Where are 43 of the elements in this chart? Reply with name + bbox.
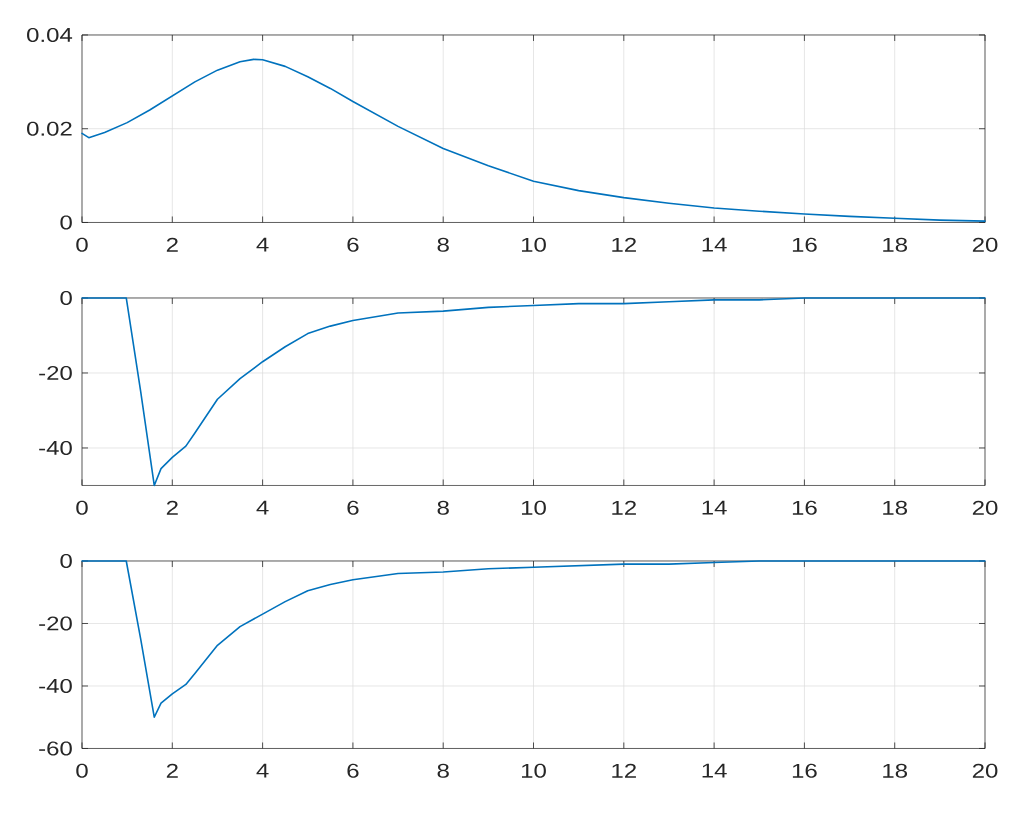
x-tick-label: 6 [347, 237, 359, 252]
x-tick-label: 6 [347, 500, 359, 515]
x-tick-label: 12 [612, 237, 636, 252]
x-tick-label: 16 [792, 500, 817, 515]
x-tick-label: 10 [521, 237, 546, 252]
x-tick-label: 10 [521, 763, 546, 778]
x-tick-label: 0 [76, 500, 88, 515]
x-tick-label: 14 [702, 763, 727, 778]
x-tick-label: 20 [972, 763, 998, 778]
x-tick-label: 20 [972, 500, 998, 515]
x-tick-label: 18 [883, 763, 908, 778]
x-tick-label: 14 [702, 237, 727, 252]
y-tick-label: -40 [39, 440, 72, 456]
x-tick-label: 8 [437, 500, 449, 515]
x-tick-label: 4 [256, 237, 269, 252]
y-tick-label: -20 [39, 365, 72, 381]
x-tick-label: 18 [883, 237, 908, 252]
y-tick-label: 0.02 [27, 121, 72, 136]
x-tick-label: 2 [166, 500, 178, 515]
x-tick-label: 20 [972, 237, 998, 252]
x-tick-label: 6 [347, 763, 359, 778]
y-tick-label: -40 [39, 678, 72, 694]
x-tick-label: 10 [521, 500, 546, 515]
x-tick-label: 4 [256, 763, 269, 778]
y-tick-label: 0 [60, 290, 72, 306]
x-tick-label: 0 [76, 763, 88, 778]
x-tick-label: 16 [792, 763, 817, 778]
x-tick-label: 18 [883, 500, 908, 515]
x-tick-label: 2 [166, 763, 178, 778]
y-tick-label: 0 [60, 215, 72, 230]
y-tick-label: -60 [39, 741, 72, 756]
y-tick-label: 0 [60, 553, 72, 569]
x-tick-label: 2 [166, 237, 178, 252]
x-tick-label: 8 [437, 237, 449, 252]
x-tick-label: 12 [612, 500, 636, 515]
x-tick-label: 8 [437, 763, 449, 778]
y-tick-label: 0.04 [27, 27, 73, 43]
y-tick-label: -20 [39, 616, 72, 631]
x-tick-label: 4 [256, 500, 269, 515]
x-tick-label: 16 [792, 237, 817, 252]
x-tick-label: 0 [76, 237, 88, 252]
x-tick-label: 12 [612, 763, 636, 778]
x-tick-label: 14 [702, 500, 727, 515]
